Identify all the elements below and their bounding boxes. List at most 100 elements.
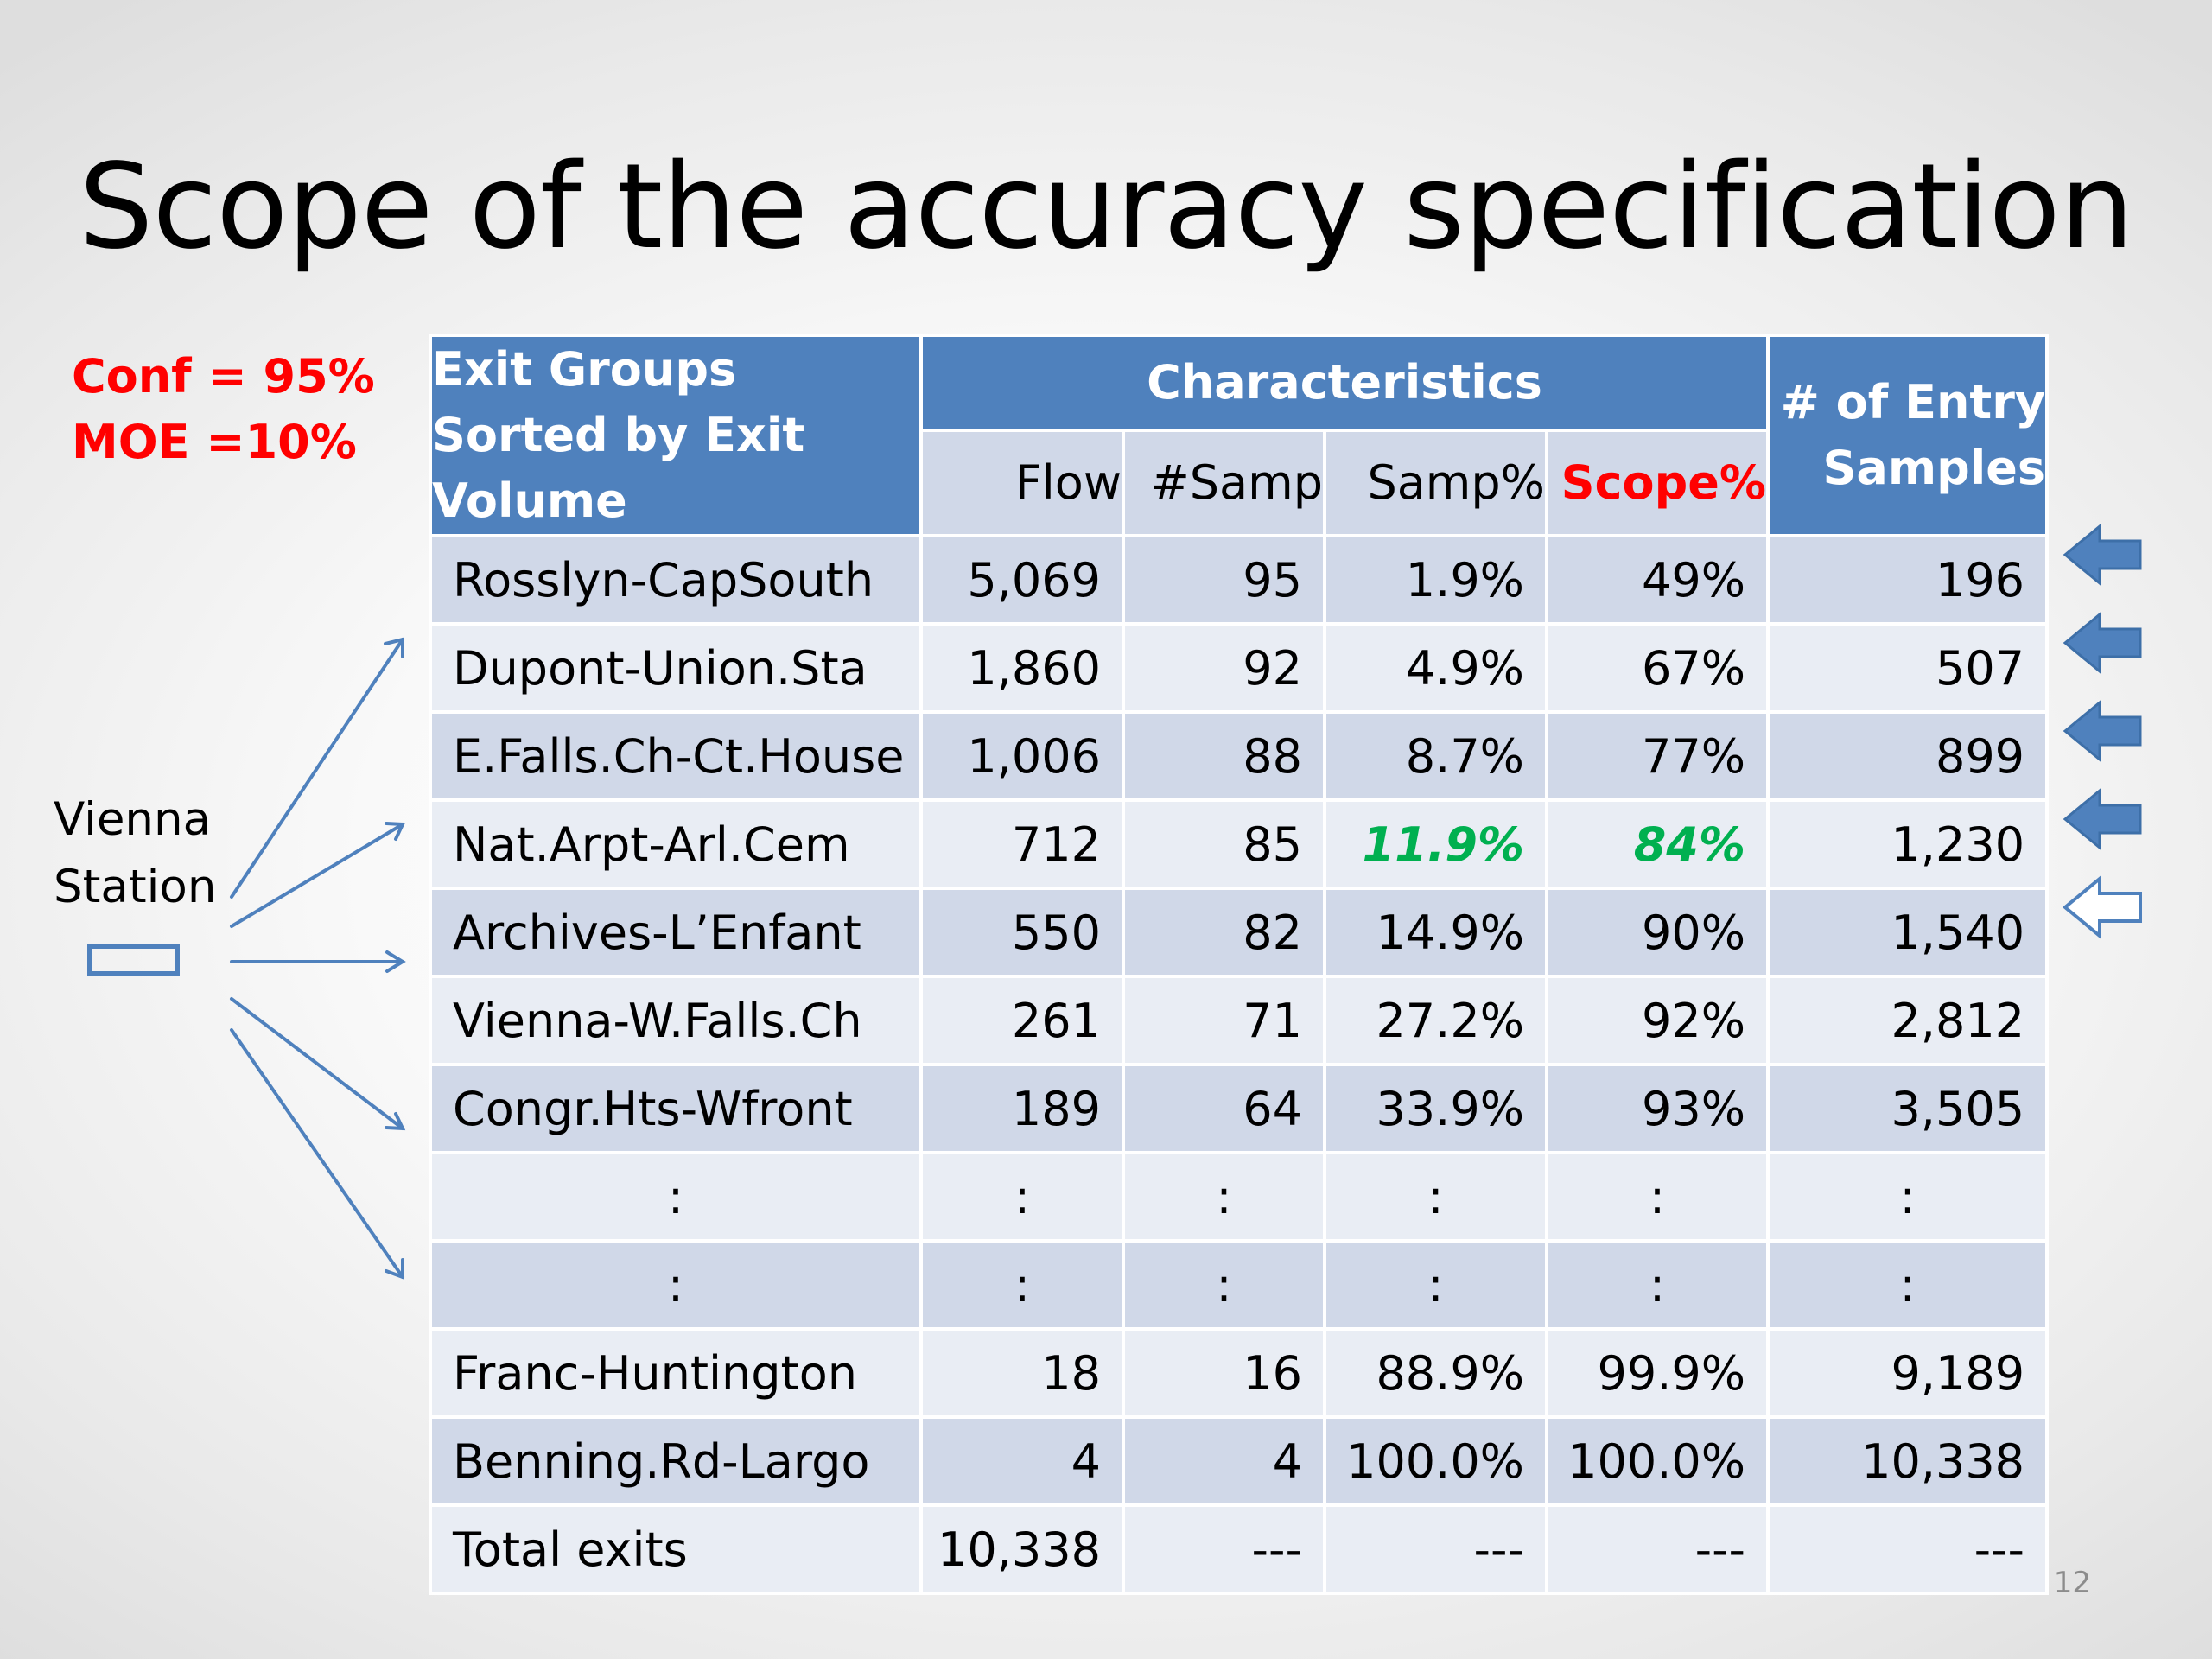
header-scope-pct: Scope%	[1544, 428, 1770, 538]
cell-scope-pct-highlight: 84%	[1544, 798, 1770, 890]
cell-scope-pct: 49%	[1544, 534, 1770, 626]
cell-flow: 5,069	[919, 534, 1125, 626]
cell-samp-pct: 27.2%	[1323, 975, 1548, 1066]
table-row-total: Total exits 10,338 --- --- --- ---	[429, 1503, 2050, 1595]
cell-samp: 82	[1122, 887, 1326, 978]
slide-title: Scope of the accuracy specification	[79, 139, 2134, 276]
cell-entry-samples: 10,338	[1766, 1415, 2050, 1507]
left-arrow-filled-icon	[2063, 787, 2142, 851]
cell-exit-group: Congr.Hts-Wfront	[429, 1063, 923, 1154]
side-arrows	[2062, 523, 2142, 940]
header-characteristics: Characteristics	[918, 334, 1770, 432]
cell-samp: 64	[1122, 1063, 1326, 1154]
cell-entry-samples: :	[1766, 1239, 2050, 1331]
cell-samp: 71	[1122, 975, 1326, 1066]
cell-scope-pct: 99.9%	[1544, 1327, 1770, 1419]
cell-flow: 4	[919, 1415, 1125, 1507]
left-arrow-filled-icon	[2063, 523, 2142, 587]
cell-samp-pct: 14.9%	[1323, 887, 1548, 978]
cell-scope-pct: 77%	[1544, 710, 1770, 802]
flow-arrow-icon	[230, 950, 406, 973]
margin-of-error: MOE =10%	[72, 415, 357, 469]
header-entry-samples: # of Entry Samples	[1766, 334, 2050, 537]
cell-samp: 4	[1122, 1415, 1326, 1507]
header-samp-count: #Samp	[1122, 428, 1326, 538]
cell-exit-group: Franc-Huntington	[429, 1327, 923, 1419]
cell-flow: 189	[919, 1063, 1125, 1154]
cell-scope-pct: 92%	[1544, 975, 1770, 1066]
cell-samp: 88	[1122, 710, 1326, 802]
confidence-level: Conf = 95%	[72, 349, 375, 404]
table-row: Vienna-W.Falls.Ch 261 71 27.2% 92% 2,812	[429, 975, 2050, 1066]
table-row: Archives-L’Enfant 550 82 14.9% 90% 1,540	[429, 887, 2050, 978]
cell-samp-pct-highlight: 11.9%	[1323, 798, 1548, 890]
table-row-ellipsis: : : : : : :	[429, 1239, 2050, 1331]
cell-exit-group: Dupont-Union.Sta	[429, 622, 923, 714]
cell-entry-samples: 1,540	[1766, 887, 2050, 978]
cell-samp-pct: 100.0%	[1323, 1415, 1548, 1507]
left-arrow-filled-icon	[2063, 611, 2142, 675]
exit-groups-table: Exit Groups Sorted by Exit Volume Charac…	[429, 334, 2050, 1595]
header-exit-groups-text: Exit Groups Sorted by Exit Volume	[432, 342, 805, 528]
cell-scope-pct: :	[1544, 1151, 1770, 1243]
cell-samp-pct: :	[1323, 1239, 1548, 1331]
flow-arrow-icon	[230, 637, 404, 899]
cell-flow: :	[919, 1239, 1125, 1331]
cell-exit-group: Benning.Rd-Largo	[429, 1415, 923, 1507]
table-row: Benning.Rd-Largo 4 4 100.0% 100.0% 10,33…	[429, 1415, 2050, 1507]
cell-scope-pct: 93%	[1544, 1063, 1770, 1154]
cell-exit-group: Vienna-W.Falls.Ch	[429, 975, 923, 1066]
cell-entry-samples: 2,812	[1766, 975, 2050, 1066]
cell-scope-pct: ---	[1544, 1503, 1770, 1595]
header-flow: Flow	[919, 428, 1125, 538]
cell-exit-group: :	[429, 1151, 923, 1243]
cell-flow: 1,860	[919, 622, 1125, 714]
cell-scope-pct: 100.0%	[1544, 1415, 1770, 1507]
station-box-icon	[87, 944, 180, 976]
cell-flow: 10,338	[919, 1503, 1125, 1595]
cell-entry-samples: ---	[1766, 1503, 2050, 1595]
cell-samp: 16	[1122, 1327, 1326, 1419]
table-row: E.Falls.Ch-Ct.House 1,006 88 8.7% 77% 89…	[429, 710, 2050, 802]
cell-samp-pct: 1.9%	[1323, 534, 1548, 626]
cell-flow: 1,006	[919, 710, 1125, 802]
cell-entry-samples: :	[1766, 1151, 2050, 1243]
page-number: 12	[2053, 1566, 2091, 1600]
cell-entry-samples: 3,505	[1766, 1063, 2050, 1154]
cell-scope-pct: 67%	[1544, 622, 1770, 714]
cell-exit-group: E.Falls.Ch-Ct.House	[429, 710, 923, 802]
cell-entry-samples: 196	[1766, 534, 2050, 626]
cell-samp: ---	[1122, 1503, 1326, 1595]
cell-exit-group: Rosslyn-CapSouth	[429, 534, 923, 626]
table-row: Nat.Arpt-Arl.Cem 712 85 11.9% 84% 1,230	[429, 798, 2050, 890]
cell-flow: 550	[919, 887, 1125, 978]
cell-exit-group: :	[429, 1239, 923, 1331]
header-samp-pct: Samp%	[1323, 428, 1548, 538]
cell-samp-pct: 33.9%	[1323, 1063, 1548, 1154]
cell-exit-group: Archives-L’Enfant	[429, 887, 923, 978]
cell-scope-pct: :	[1544, 1239, 1770, 1331]
cell-samp-pct: 88.9%	[1323, 1327, 1548, 1419]
cell-entry-samples: 1,230	[1766, 798, 2050, 890]
cell-samp: :	[1122, 1151, 1326, 1243]
header-exit-groups: Exit Groups Sorted by Exit Volume	[429, 334, 923, 537]
table-row: Dupont-Union.Sta 1,860 92 4.9% 67% 507	[429, 622, 2050, 714]
station-label-line2: Station	[54, 861, 217, 913]
cell-samp-pct: :	[1323, 1151, 1548, 1243]
station-label-line1: Vienna	[54, 793, 212, 846]
cell-entry-samples: 9,189	[1766, 1327, 2050, 1419]
station-label: Vienna Station	[54, 786, 218, 921]
cell-samp: 85	[1122, 798, 1326, 890]
cell-exit-group: Total exits	[429, 1503, 923, 1595]
header-entry-samples-text: # of Entry Samples	[1780, 375, 2046, 495]
cell-samp: 92	[1122, 622, 1326, 714]
left-arrow-filled-icon	[2063, 699, 2142, 763]
table-row: Rosslyn-CapSouth 5,069 95 1.9% 49% 196	[429, 534, 2050, 626]
flow-arrow-icon	[230, 1028, 404, 1280]
cell-flow: 18	[919, 1327, 1125, 1419]
cell-samp: :	[1122, 1239, 1326, 1331]
flow-arrow-icon	[230, 822, 406, 928]
table-row-ellipsis: : : : : : :	[429, 1151, 2050, 1243]
cell-samp: 95	[1122, 534, 1326, 626]
